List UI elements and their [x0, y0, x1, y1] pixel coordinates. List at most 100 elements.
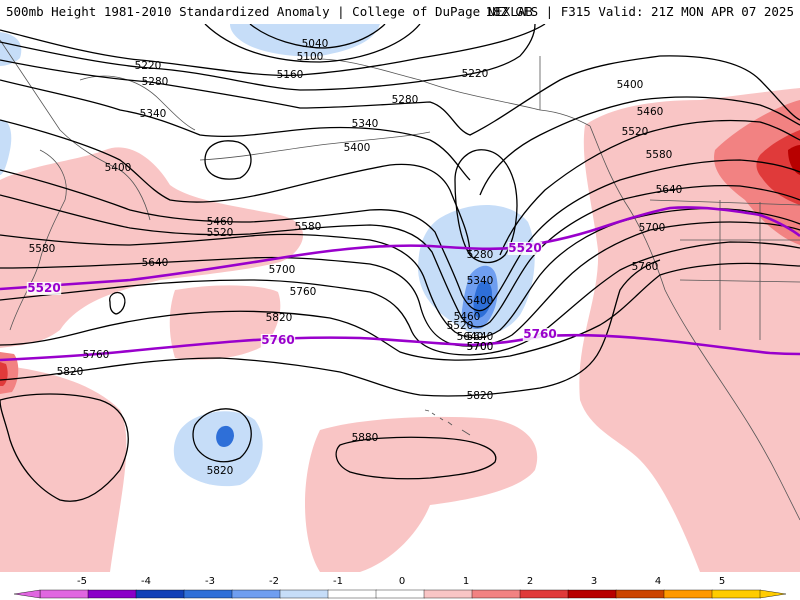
colorbar-band [39, 589, 89, 599]
negative-anomaly-left-edge [0, 119, 12, 175]
contour-label: 5580 [295, 221, 322, 233]
colorbar-tick-label: -5 [77, 576, 87, 587]
contour-label: 5460 [454, 311, 481, 323]
kamchatka-coastline [79, 75, 196, 131]
contour-label: 5760 [632, 261, 659, 273]
highlight-contour-label: 5760 [261, 333, 294, 347]
contour-5160 [0, 24, 546, 77]
positive-anomaly-southwest [0, 365, 127, 572]
height-contours [0, 24, 800, 502]
colorbar-tick-label: 1 [463, 576, 469, 587]
negative-anomaly-south-isolated [173, 411, 263, 487]
contour-label: 5040 [302, 38, 329, 50]
contour-5700 [0, 241, 800, 356]
contour-label: 5280 [467, 249, 494, 261]
contour-label: 5460 [207, 216, 234, 228]
colorbar-band [231, 589, 281, 599]
alaska-coastline [299, 58, 591, 127]
highlight-contour-label: 5520 [27, 281, 60, 295]
contour-label: 5760 [83, 349, 110, 361]
contour-5400 [0, 119, 800, 256]
contour-label: 5400 [467, 295, 494, 307]
negative-anomaly-northwest [0, 32, 22, 66]
highlight-label-bg [507, 242, 543, 255]
contour-label: 5520 [447, 320, 474, 332]
contour-label: 5580 [29, 243, 56, 255]
colorbar-right-arrow [759, 589, 787, 599]
positive-anomaly-hawaii [305, 416, 538, 572]
contour-5760 [0, 262, 800, 361]
highlight-contour-label: 5520 [508, 241, 541, 255]
anomaly-colorbar: -5 -4 -3 -2 -1 0 1 2 3 4 5 [13, 576, 787, 599]
negative-anomaly-level2-south [216, 425, 234, 447]
contour-label: 5280 [392, 94, 419, 106]
colorbar-tick-label: 3 [591, 576, 597, 587]
contour-5280 [0, 55, 800, 136]
contour-label: 5520 [622, 126, 649, 138]
contour-5040 [249, 24, 386, 49]
contour-label: 5820 [467, 390, 494, 402]
highlight-contour-5520 [0, 206, 800, 291]
contour-label: 5640 [656, 184, 683, 196]
contour-label: 5700 [269, 264, 296, 276]
contour-label: 5340 [352, 118, 379, 130]
contour-label: 5280 [142, 76, 169, 88]
contour-5340-low-ring [204, 140, 252, 180]
contour-5760-closed-small [109, 291, 126, 315]
colorbar-band [519, 589, 569, 599]
colorbar-tick-label: -1 [333, 576, 343, 587]
colorbar-band [375, 589, 425, 599]
colorbar-tick-label: -4 [141, 576, 151, 587]
highlight-contour-5760 [0, 333, 800, 362]
contour-label: 5220 [135, 60, 162, 72]
colorbar-band [663, 589, 713, 599]
colorbar-tick-label: 0 [399, 576, 405, 587]
model-valid-time: 18Z GFS | F315 Valid: 21Z MON APR 07 202… [485, 4, 794, 19]
contour-5820-closed-southwest [0, 393, 129, 502]
colorbar-tick-label: 2 [527, 576, 533, 587]
contour-label: 5160 [277, 69, 304, 81]
header-bar: 500mb Height 1981-2010 Standardized Anom… [0, 0, 800, 24]
contour-label: 5580 [646, 149, 673, 161]
contour-label: 5760 [290, 286, 317, 298]
colorbar-tick-labels: -5 -4 -3 -2 -1 0 1 2 3 4 5 [77, 576, 725, 587]
contour-5820 [0, 259, 661, 397]
contour-label: 5520 [207, 227, 234, 239]
negative-anomaly-level3-trough [473, 281, 493, 318]
map-title: 500mb Height 1981-2010 Standardized Anom… [6, 4, 533, 19]
state-boundaries [679, 200, 800, 340]
contour-label: 5640 [457, 331, 484, 343]
contour-5520 [0, 184, 800, 328]
contour-label: 5700 [467, 341, 494, 353]
contour-label: 5640 [467, 331, 494, 343]
contour-label: 5400 [617, 79, 644, 91]
colorbar-band [567, 589, 617, 599]
colorbar-bands [13, 589, 787, 599]
colorbar-band [711, 589, 761, 599]
anomaly-level3-east [756, 130, 800, 205]
colorbar-band [327, 589, 377, 599]
contour-5220 [0, 24, 536, 91]
contour-label: 5100 [297, 51, 324, 63]
contour-label: 5880 [352, 432, 379, 444]
hawaii-islands [424, 409, 471, 436]
aleutian-islands [199, 131, 431, 161]
contour-label: 5820 [57, 366, 84, 378]
contour-label: 5220 [462, 68, 489, 80]
contour-5340 [0, 79, 800, 196]
positive-anomaly-west-pacific [0, 147, 304, 348]
anomaly-fills [0, 24, 800, 572]
contour-5460 [0, 159, 800, 312]
colorbar-band [183, 589, 233, 599]
contour-label: 5340 [140, 108, 167, 120]
contour-label: 5820 [207, 465, 234, 477]
colorbar-band [279, 589, 329, 599]
contour-5580 [0, 207, 800, 339]
colorbar-tick-label: 5 [719, 576, 725, 587]
contour-label: 5400 [105, 162, 132, 174]
contour-label: 5640 [142, 257, 169, 269]
us-canada-border [649, 199, 800, 206]
